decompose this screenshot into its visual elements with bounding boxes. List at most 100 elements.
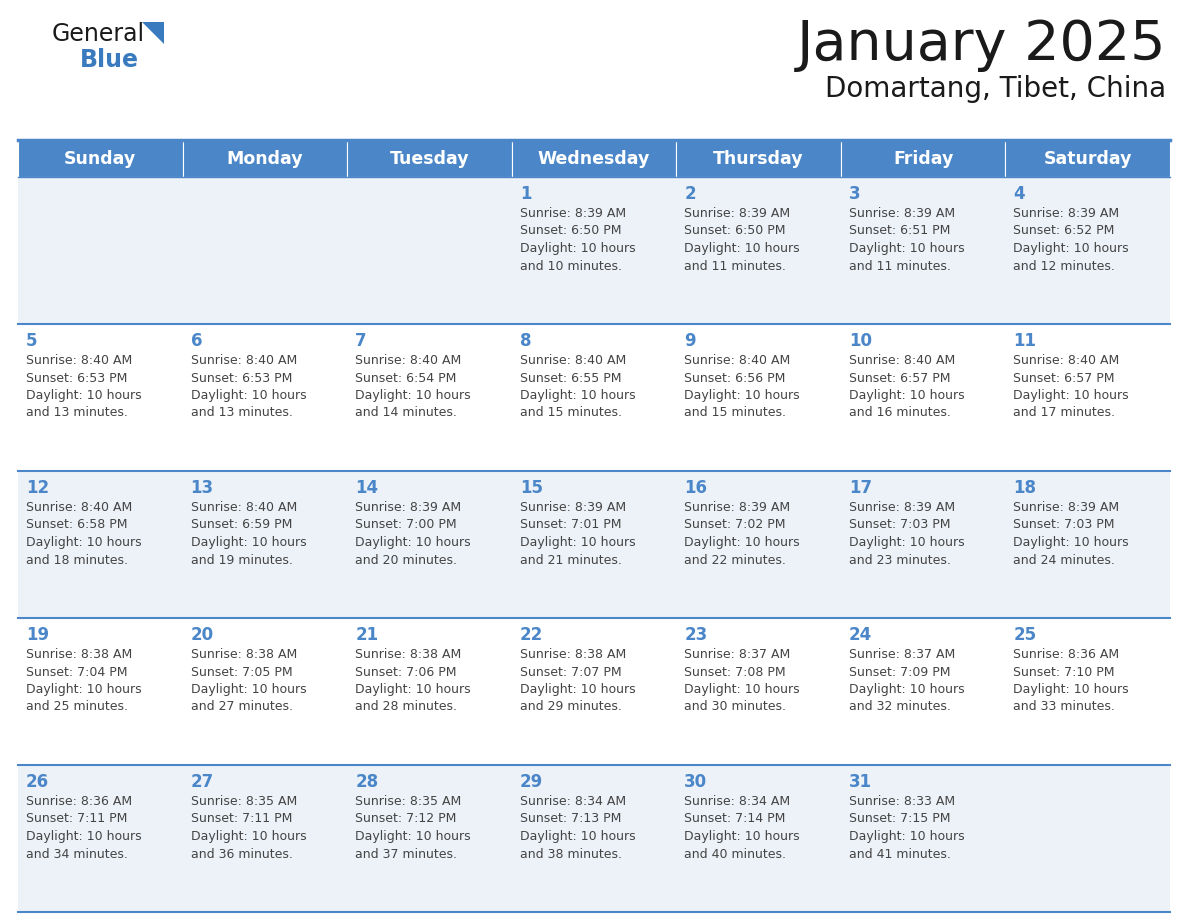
Text: Daylight: 10 hours: Daylight: 10 hours: [1013, 536, 1129, 549]
Text: Daylight: 10 hours: Daylight: 10 hours: [355, 536, 470, 549]
Text: 15: 15: [519, 479, 543, 497]
Text: 20: 20: [190, 626, 214, 644]
Bar: [676, 618, 841, 765]
Text: Sunset: 6:52 PM: Sunset: 6:52 PM: [1013, 225, 1114, 238]
Text: and 13 minutes.: and 13 minutes.: [190, 407, 292, 420]
Bar: [512, 471, 676, 618]
Text: Wednesday: Wednesday: [538, 150, 650, 167]
Text: Sunset: 7:13 PM: Sunset: 7:13 PM: [519, 812, 621, 825]
Text: Daylight: 10 hours: Daylight: 10 hours: [849, 242, 965, 255]
Text: Daylight: 10 hours: Daylight: 10 hours: [190, 389, 307, 402]
Bar: [183, 765, 347, 912]
Text: Daylight: 10 hours: Daylight: 10 hours: [26, 683, 141, 696]
Text: 14: 14: [355, 479, 378, 497]
Text: Daylight: 10 hours: Daylight: 10 hours: [684, 242, 800, 255]
Text: 28: 28: [355, 773, 378, 791]
Bar: [1005, 765, 1170, 912]
Text: Sunset: 7:00 PM: Sunset: 7:00 PM: [355, 519, 456, 532]
Text: and 40 minutes.: and 40 minutes.: [684, 847, 786, 860]
Bar: [1005, 324, 1170, 471]
Text: and 29 minutes.: and 29 minutes.: [519, 700, 621, 713]
Text: Daylight: 10 hours: Daylight: 10 hours: [849, 536, 965, 549]
Text: 9: 9: [684, 332, 696, 350]
Text: Sunset: 6:53 PM: Sunset: 6:53 PM: [190, 372, 292, 385]
Text: Sunrise: 8:38 AM: Sunrise: 8:38 AM: [190, 648, 297, 661]
Text: Daylight: 10 hours: Daylight: 10 hours: [684, 830, 800, 843]
Text: Sunrise: 8:40 AM: Sunrise: 8:40 AM: [190, 354, 297, 367]
Text: and 28 minutes.: and 28 minutes.: [355, 700, 457, 713]
Text: 13: 13: [190, 479, 214, 497]
Text: 24: 24: [849, 626, 872, 644]
Bar: [841, 324, 1005, 471]
Bar: [512, 765, 676, 912]
Text: 8: 8: [519, 332, 531, 350]
Text: Sunset: 7:03 PM: Sunset: 7:03 PM: [1013, 519, 1114, 532]
Text: and 41 minutes.: and 41 minutes.: [849, 847, 950, 860]
Text: Daylight: 10 hours: Daylight: 10 hours: [849, 830, 965, 843]
Text: and 36 minutes.: and 36 minutes.: [190, 847, 292, 860]
Text: Sunrise: 8:35 AM: Sunrise: 8:35 AM: [190, 795, 297, 808]
Text: Sunset: 7:11 PM: Sunset: 7:11 PM: [190, 812, 292, 825]
Text: 23: 23: [684, 626, 708, 644]
Text: and 11 minutes.: and 11 minutes.: [684, 260, 786, 273]
Text: and 20 minutes.: and 20 minutes.: [355, 554, 457, 566]
Bar: [347, 140, 512, 177]
Bar: [18, 177, 183, 324]
Text: and 37 minutes.: and 37 minutes.: [355, 847, 457, 860]
Text: Daylight: 10 hours: Daylight: 10 hours: [849, 683, 965, 696]
Text: January 2025: January 2025: [796, 18, 1165, 72]
Text: Sunrise: 8:36 AM: Sunrise: 8:36 AM: [26, 795, 132, 808]
Text: Sunset: 7:11 PM: Sunset: 7:11 PM: [26, 812, 127, 825]
Text: Sunset: 7:12 PM: Sunset: 7:12 PM: [355, 812, 456, 825]
Text: Sunrise: 8:40 AM: Sunrise: 8:40 AM: [684, 354, 790, 367]
Text: Daylight: 10 hours: Daylight: 10 hours: [1013, 389, 1129, 402]
Text: Daylight: 10 hours: Daylight: 10 hours: [355, 683, 470, 696]
Text: Sunset: 6:57 PM: Sunset: 6:57 PM: [1013, 372, 1114, 385]
Text: Sunset: 6:55 PM: Sunset: 6:55 PM: [519, 372, 621, 385]
Text: and 11 minutes.: and 11 minutes.: [849, 260, 950, 273]
Text: Daylight: 10 hours: Daylight: 10 hours: [190, 683, 307, 696]
Text: Sunrise: 8:40 AM: Sunrise: 8:40 AM: [190, 501, 297, 514]
Text: Sunset: 7:09 PM: Sunset: 7:09 PM: [849, 666, 950, 678]
Bar: [18, 471, 183, 618]
Text: 29: 29: [519, 773, 543, 791]
Text: Friday: Friday: [893, 150, 953, 167]
Text: and 10 minutes.: and 10 minutes.: [519, 260, 621, 273]
Text: Sunrise: 8:40 AM: Sunrise: 8:40 AM: [519, 354, 626, 367]
Text: Saturday: Saturday: [1043, 150, 1132, 167]
Text: Sunrise: 8:37 AM: Sunrise: 8:37 AM: [849, 648, 955, 661]
Text: Sunset: 7:03 PM: Sunset: 7:03 PM: [849, 519, 950, 532]
Text: 12: 12: [26, 479, 49, 497]
Bar: [1005, 618, 1170, 765]
Text: 18: 18: [1013, 479, 1036, 497]
Text: and 23 minutes.: and 23 minutes.: [849, 554, 950, 566]
Text: Sunset: 6:56 PM: Sunset: 6:56 PM: [684, 372, 785, 385]
Text: Daylight: 10 hours: Daylight: 10 hours: [26, 389, 141, 402]
Bar: [512, 618, 676, 765]
Text: Sunset: 6:53 PM: Sunset: 6:53 PM: [26, 372, 127, 385]
Text: Monday: Monday: [227, 150, 303, 167]
Text: and 32 minutes.: and 32 minutes.: [849, 700, 950, 713]
Bar: [841, 618, 1005, 765]
Text: 30: 30: [684, 773, 707, 791]
Bar: [347, 471, 512, 618]
Bar: [183, 471, 347, 618]
Text: Sunrise: 8:39 AM: Sunrise: 8:39 AM: [684, 207, 790, 220]
Text: 4: 4: [1013, 185, 1025, 203]
Text: Sunrise: 8:35 AM: Sunrise: 8:35 AM: [355, 795, 461, 808]
Text: Sunrise: 8:39 AM: Sunrise: 8:39 AM: [684, 501, 790, 514]
Bar: [183, 177, 347, 324]
Text: and 14 minutes.: and 14 minutes.: [355, 407, 457, 420]
Text: Sunrise: 8:39 AM: Sunrise: 8:39 AM: [849, 501, 955, 514]
Text: Sunday: Sunday: [64, 150, 137, 167]
Text: Daylight: 10 hours: Daylight: 10 hours: [684, 389, 800, 402]
Text: Sunset: 7:07 PM: Sunset: 7:07 PM: [519, 666, 621, 678]
Text: 25: 25: [1013, 626, 1037, 644]
Text: 17: 17: [849, 479, 872, 497]
Bar: [512, 324, 676, 471]
Text: 6: 6: [190, 332, 202, 350]
Text: Sunset: 7:10 PM: Sunset: 7:10 PM: [1013, 666, 1114, 678]
Text: General: General: [52, 22, 145, 46]
Text: and 15 minutes.: and 15 minutes.: [519, 407, 621, 420]
Text: Sunset: 6:50 PM: Sunset: 6:50 PM: [519, 225, 621, 238]
